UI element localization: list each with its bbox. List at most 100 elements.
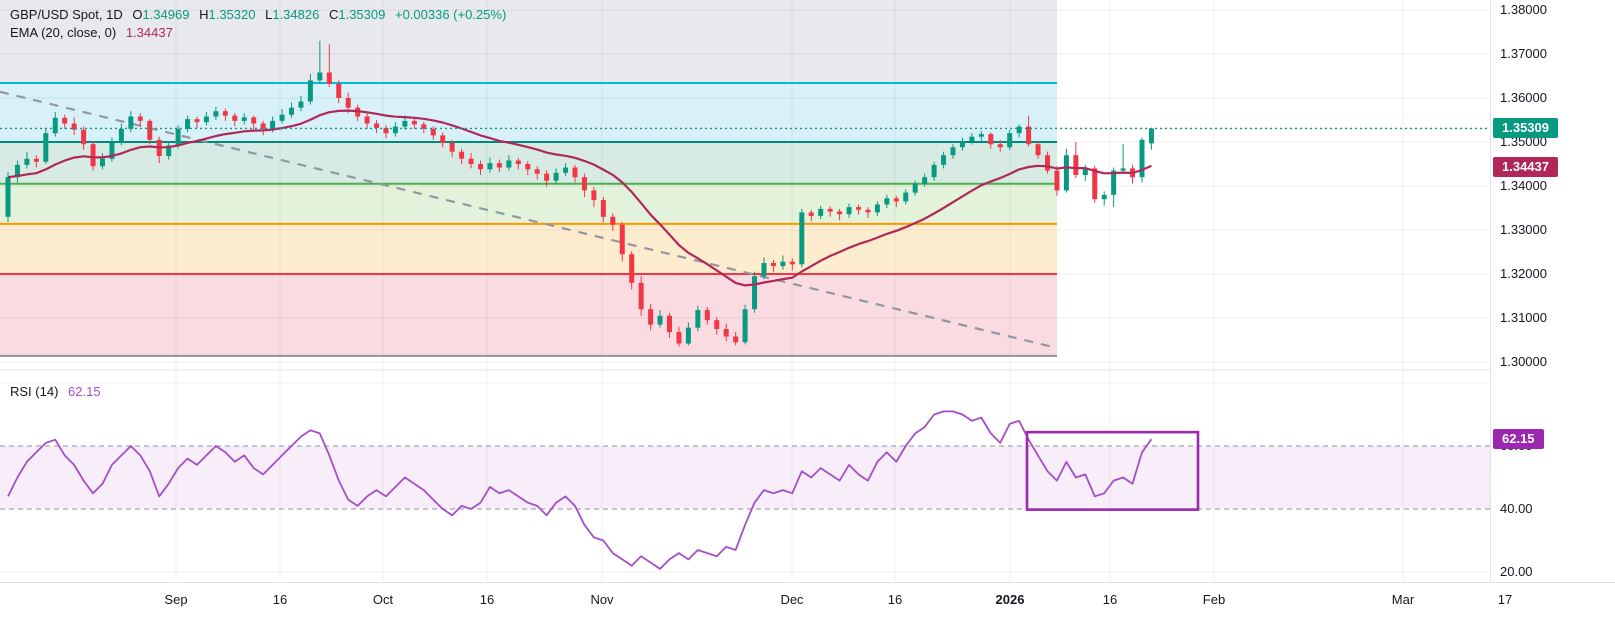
price-tick-label: 1.31000: [1500, 310, 1547, 325]
candle-body: [1082, 168, 1088, 175]
ema-line[interactable]: [7, 109, 1152, 287]
candle-body: [676, 332, 682, 344]
candle-body: [33, 158, 39, 162]
candle-body: [440, 135, 446, 143]
candle-body: [270, 120, 276, 129]
candle-body: [251, 117, 257, 124]
rsi-band: [0, 446, 1490, 509]
low-label: L: [265, 7, 273, 22]
candle-body: [71, 123, 77, 130]
rsi-value: 62.15: [68, 384, 101, 399]
high-label: H: [199, 7, 209, 22]
candle-body: [24, 158, 30, 165]
open-value: 1.34969: [142, 7, 190, 22]
candle-body: [714, 320, 720, 329]
candle-body: [667, 315, 672, 333]
price-tick-label: 1.32000: [1500, 266, 1547, 281]
candle-body: [307, 80, 313, 102]
rsi-label[interactable]: RSI (14): [10, 384, 59, 399]
candle-body: [411, 120, 417, 125]
candle-body: [260, 123, 266, 129]
candle-body: [959, 141, 965, 148]
candle-body: [619, 224, 625, 255]
ema-legend-row[interactable]: EMA (20, close, 0) 1.34437: [10, 24, 506, 42]
candle-body: [629, 254, 635, 283]
candle-body: [118, 128, 124, 143]
candle-body: [685, 327, 691, 344]
open-label: O: [132, 7, 143, 22]
rsi-value-badge[interactable]: 62.15: [1493, 429, 1544, 450]
candle-body: [1111, 170, 1117, 195]
candle-body: [581, 177, 587, 191]
candle-body: [459, 151, 465, 159]
candle-body: [128, 116, 134, 129]
candle-body: [43, 133, 49, 162]
pivot-zone-2: [0, 142, 1057, 184]
ema-value: 1.34437: [125, 25, 173, 40]
candle-body: [1139, 139, 1145, 178]
candle-body: [648, 309, 654, 325]
ema-price-badge[interactable]: 1.34437: [1493, 156, 1558, 177]
candle-body: [780, 261, 786, 267]
chart-canvas[interactable]: [0, 0, 1490, 582]
rsi-line[interactable]: [7, 410, 1153, 570]
candle-body: [525, 164, 531, 170]
price-tick-label: 1.37000: [1500, 46, 1547, 61]
trendline-drawing[interactable]: [0, 90, 1058, 349]
candle-body: [402, 120, 408, 127]
candle-body: [496, 163, 502, 168]
symbol-title[interactable]: GBP/USD Spot, 1D: [10, 7, 123, 22]
candle-body: [298, 101, 304, 108]
candle-body: [289, 107, 294, 115]
candle-body: [1054, 170, 1060, 191]
candle-body: [81, 129, 87, 145]
rsi-legend-row[interactable]: RSI (14) 62.15: [10, 384, 101, 399]
candle-body: [846, 207, 852, 215]
candle-body: [988, 134, 994, 145]
candle-body: [884, 198, 890, 205]
price-tick-label: 1.38000: [1500, 2, 1547, 17]
candle-body: [232, 115, 238, 121]
candle-body: [1026, 126, 1032, 145]
candle-body: [931, 164, 937, 178]
candle-body: [591, 190, 597, 201]
candle-body: [5, 177, 11, 217]
candle-body: [770, 263, 776, 267]
candle-body: [695, 310, 701, 328]
time-axis[interactable]: Sep 16 Oct 16 Nov Dec 16 2026 16 Feb Mar 17: [0, 582, 1615, 620]
time-tick-label: 16: [479, 592, 495, 607]
candle-body: [600, 200, 606, 217]
rsi-highlight-box-drawing[interactable]: [1025, 430, 1200, 511]
candle-body: [364, 116, 370, 124]
time-tick-label: Feb: [1202, 592, 1226, 607]
time-tick-label: Sep: [164, 592, 188, 607]
candle-body: [723, 329, 729, 337]
candle-body: [137, 116, 143, 121]
candle-body: [903, 192, 909, 202]
close-value: 1.35309: [338, 7, 386, 22]
rsi-tick-label: 20.00: [1500, 564, 1533, 579]
last-price-badge[interactable]: 1.35309: [1493, 118, 1558, 139]
candle-body: [752, 276, 758, 310]
candle-body: [978, 134, 984, 137]
price-axis[interactable]: 1.38000 1.37000 1.36000 1.35000 1.34000 1.330…: [1490, 0, 1615, 582]
candle-body: [383, 127, 389, 134]
candle-body: [950, 147, 956, 156]
ema-label[interactable]: EMA (20, close, 0): [10, 25, 117, 40]
time-tick-label: 17: [1497, 592, 1513, 607]
candle-body: [912, 183, 918, 193]
candle-body: [997, 144, 1003, 148]
candle-body: [166, 145, 172, 157]
candle-body: [657, 315, 663, 325]
symbol-legend-row[interactable]: GBP/USD Spot, 1D O1.34969 H1.35320 L1.34…: [10, 6, 506, 24]
price-tick-label: 1.33000: [1500, 222, 1547, 237]
candle-body: [1092, 168, 1098, 200]
candle-body: [317, 72, 323, 81]
candle-body: [147, 120, 153, 140]
candle-body: [449, 142, 455, 152]
time-tick-label: Dec: [780, 592, 804, 607]
candle-body: [421, 124, 427, 129]
candle-body: [62, 117, 68, 124]
candle-body: [14, 164, 20, 178]
candlestick-series[interactable]: [5, 40, 1154, 347]
